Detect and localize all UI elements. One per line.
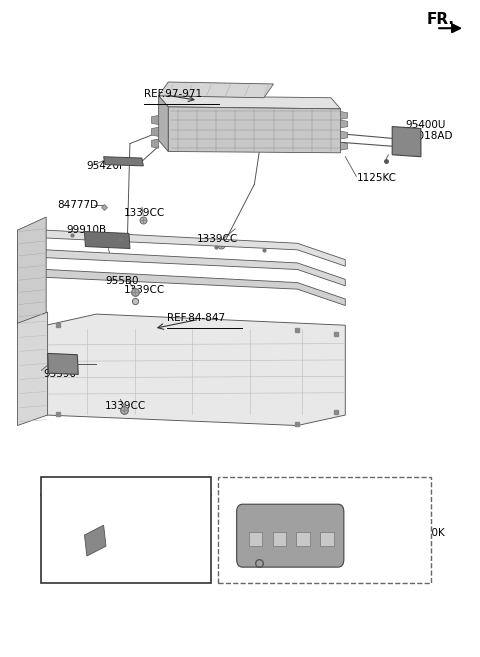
Text: REF.97-971: REF.97-971 — [144, 89, 203, 99]
Text: 84777D: 84777D — [57, 200, 98, 210]
Text: 95440K: 95440K — [405, 528, 445, 538]
Polygon shape — [168, 107, 340, 153]
Bar — [321, 532, 334, 546]
Polygon shape — [84, 231, 130, 248]
Polygon shape — [392, 127, 421, 157]
Polygon shape — [152, 127, 158, 137]
Text: 95400U: 95400U — [405, 120, 445, 130]
Text: 99910B: 99910B — [67, 225, 107, 235]
Polygon shape — [158, 96, 340, 109]
Text: 1018AD: 1018AD — [411, 131, 453, 141]
Text: 95780C: 95780C — [112, 496, 153, 506]
Bar — [273, 532, 286, 546]
Polygon shape — [340, 131, 348, 139]
Polygon shape — [84, 525, 106, 556]
Text: 1339CC: 1339CC — [124, 208, 166, 218]
Polygon shape — [152, 139, 158, 148]
Text: 95413A: 95413A — [321, 555, 360, 564]
Text: 955B0: 955B0 — [105, 277, 139, 286]
Polygon shape — [17, 230, 345, 266]
Text: (SMART KEY): (SMART KEY) — [222, 482, 288, 492]
Text: FR.: FR. — [427, 12, 455, 26]
Polygon shape — [152, 116, 158, 125]
Text: 1339CC: 1339CC — [197, 234, 238, 244]
Text: (SMART KEY): (SMART KEY) — [287, 496, 353, 506]
Text: 1339CC: 1339CC — [124, 286, 166, 296]
Polygon shape — [158, 82, 274, 98]
Text: 95420F: 95420F — [86, 161, 125, 171]
Polygon shape — [340, 143, 348, 150]
FancyBboxPatch shape — [237, 504, 344, 567]
Polygon shape — [48, 353, 78, 374]
Polygon shape — [17, 312, 48, 426]
Polygon shape — [46, 314, 345, 426]
Polygon shape — [104, 157, 144, 166]
Text: 95780C: 95780C — [107, 482, 147, 492]
Text: 95590: 95590 — [44, 369, 77, 379]
Polygon shape — [158, 96, 168, 152]
Polygon shape — [17, 250, 345, 286]
Text: 1339CC: 1339CC — [105, 401, 146, 411]
Bar — [41, 477, 211, 583]
Text: 1125KC: 1125KC — [357, 173, 397, 183]
Bar — [218, 477, 432, 583]
Bar — [249, 532, 262, 546]
Polygon shape — [340, 120, 348, 128]
Bar — [297, 532, 310, 546]
Polygon shape — [340, 112, 348, 120]
Text: REF.84-847: REF.84-847 — [167, 313, 226, 323]
Polygon shape — [17, 217, 46, 327]
Polygon shape — [17, 269, 345, 306]
